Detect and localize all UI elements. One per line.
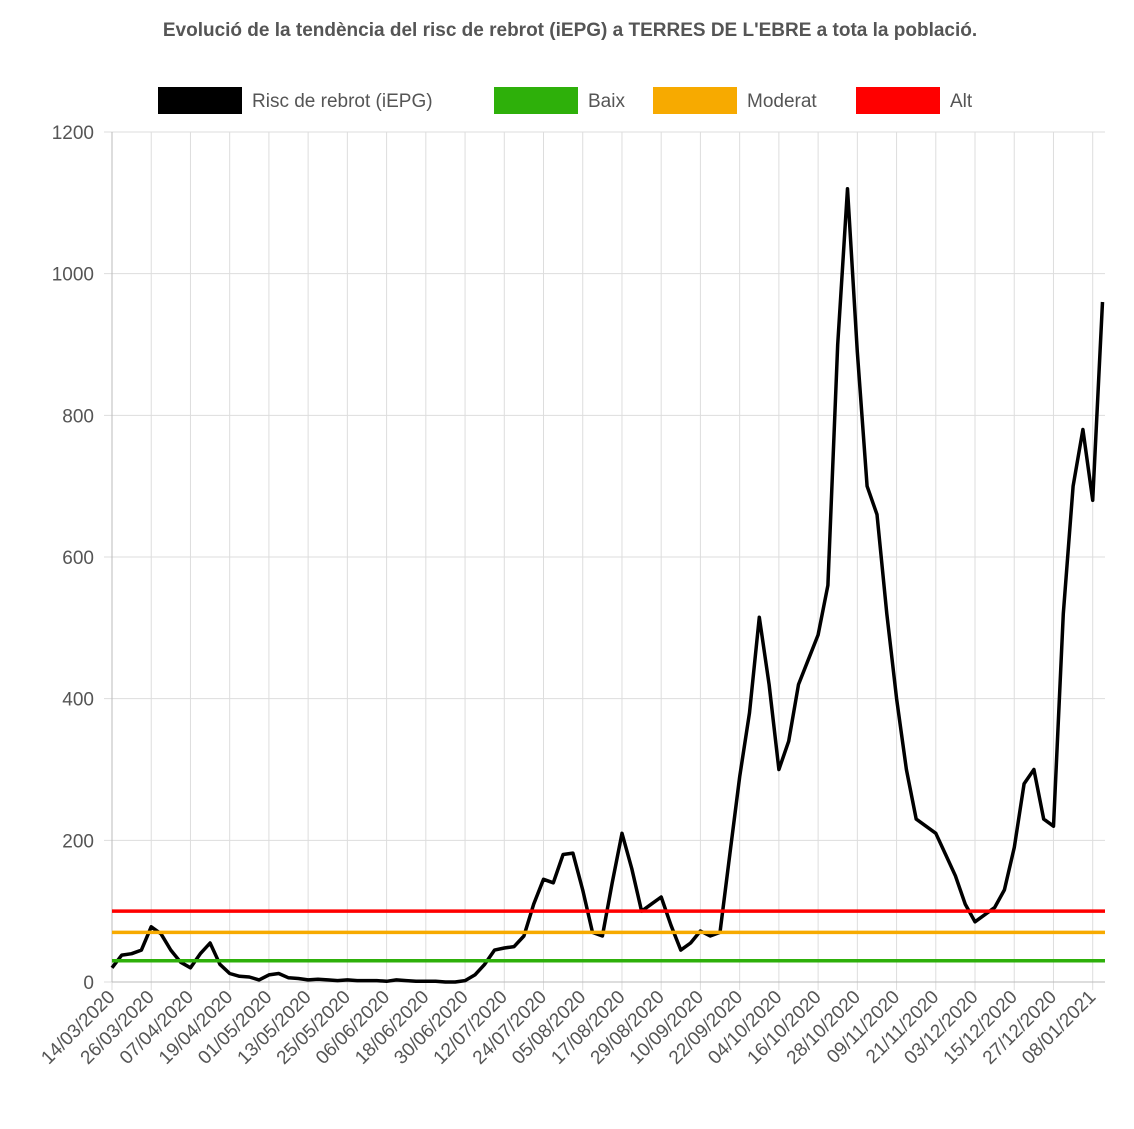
legend-label: Moderat bbox=[747, 91, 817, 112]
y-tick-label: 200 bbox=[62, 831, 94, 852]
y-tick-label: 1000 bbox=[52, 265, 94, 286]
chart-title: Evolució de la tendència del risc de reb… bbox=[163, 20, 977, 41]
y-tick-label: 800 bbox=[62, 406, 94, 427]
y-tick-label: 400 bbox=[62, 690, 94, 711]
legend-swatch bbox=[494, 87, 578, 114]
legend-swatch bbox=[653, 87, 737, 114]
legend-label: Risc de rebrot (iEPG) bbox=[252, 91, 433, 112]
legend-label: Alt bbox=[950, 91, 973, 112]
y-tick-label: 1200 bbox=[52, 123, 94, 144]
legend-swatch bbox=[856, 87, 940, 114]
legend-swatch bbox=[158, 87, 242, 114]
legend-label: Baix bbox=[588, 91, 625, 112]
data-line bbox=[110, 186, 1105, 984]
y-tick-label: 0 bbox=[83, 973, 94, 994]
y-tick-label: 600 bbox=[62, 548, 94, 569]
